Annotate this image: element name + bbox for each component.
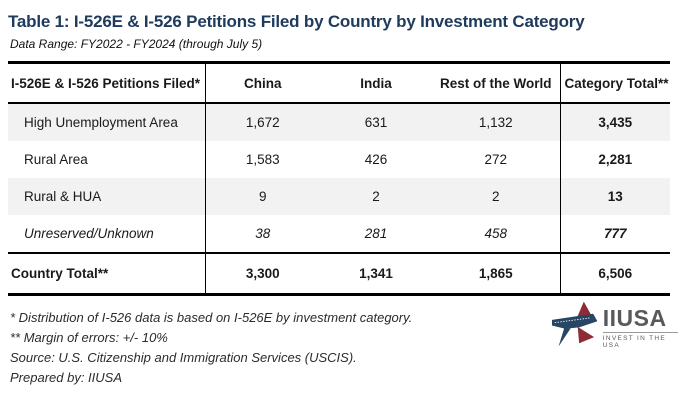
cell-rest-of-world: 272 — [484, 152, 508, 167]
row-label: Rural & HUA — [24, 189, 102, 204]
footnote-source: Source: U.S. Citizenship and Immigration… — [10, 350, 357, 365]
row-label: High Unemployment Area — [24, 115, 178, 130]
iiusa-logo: IIUSA INVEST IN THE USA — [552, 299, 678, 351]
cell-category-total: 13 — [559, 178, 670, 215]
cell-rest-of-world: 2 — [491, 189, 500, 204]
cell-india: 1,341 — [359, 266, 393, 281]
col-header-category-total: Category Total** — [559, 62, 670, 103]
table-row-country-total: Country Total** 3,300 1,341 1,865 6,506 — [8, 253, 670, 295]
cell-china: 1,583 — [204, 141, 320, 178]
table-row-unreserved-unknown: Unreserved/Unknown 38 281 458 777 — [8, 215, 670, 253]
cell-china: 1,672 — [204, 103, 320, 141]
col-header-rest-of-world: Rest of the World — [439, 75, 552, 91]
row-label: Rural Area — [24, 152, 88, 167]
cell-category-total: 6,506 — [559, 253, 670, 295]
row-label: Unreserved/Unknown — [24, 226, 154, 241]
footnote-distribution: * Distribution of I-526 data is based on… — [10, 310, 413, 325]
table-header-row: I-526E & I-526 Petitions Filed* China In… — [8, 62, 670, 103]
cell-category-total: 2,281 — [559, 141, 670, 178]
col-header-india: India — [360, 75, 392, 91]
cell-category-total: 3,435 — [559, 103, 670, 141]
table-row-rural-and-hua: Rural & HUA 9 2 2 13 — [8, 178, 670, 215]
cell-rest-of-world: 1,865 — [478, 266, 513, 281]
iiusa-logo-text: IIUSA INVEST IN THE USA — [602, 305, 678, 349]
petitions-table: I-526E & I-526 Petitions Filed* China In… — [8, 61, 670, 296]
iiusa-star-icon — [552, 301, 598, 347]
cell-china: 9 — [204, 178, 320, 215]
table-row-rural-area: Rural Area 1,583 426 272 2,281 — [8, 141, 670, 178]
cell-rest-of-world: 458 — [484, 226, 508, 241]
page-title: Table 1: I-526E & I-526 Petitions Filed … — [8, 12, 585, 31]
cell-category-total: 777 — [559, 215, 670, 253]
footnote-margin-of-error: ** Margin of errors: +/- 10% — [10, 330, 168, 345]
iiusa-logo-tagline: INVEST IN THE USA — [602, 332, 678, 349]
iiusa-logo-name: IIUSA — [602, 305, 667, 331]
col-header-petitions-filed: I-526E & I-526 Petitions Filed* — [11, 75, 201, 91]
table-row-high-unemployment-area: High Unemployment Area 1,672 631 1,132 3… — [8, 103, 670, 141]
cell-rest-of-world: 1,132 — [478, 115, 513, 130]
footnotes: * Distribution of I-526 data is based on… — [10, 308, 530, 388]
data-range-subtitle: Data Range: FY2022 - FY2024 (through Jul… — [10, 37, 263, 51]
cell-india: 281 — [364, 226, 388, 241]
row-label: Country Total** — [11, 266, 109, 281]
cell-india: 2 — [372, 189, 380, 204]
cell-india: 631 — [364, 115, 388, 130]
cell-india: 426 — [364, 152, 388, 167]
footnote-prepared-by: Prepared by: IIUSA — [10, 370, 122, 385]
cell-china: 3,300 — [204, 253, 320, 295]
cell-china: 38 — [204, 215, 320, 253]
col-header-china: China — [204, 62, 320, 103]
